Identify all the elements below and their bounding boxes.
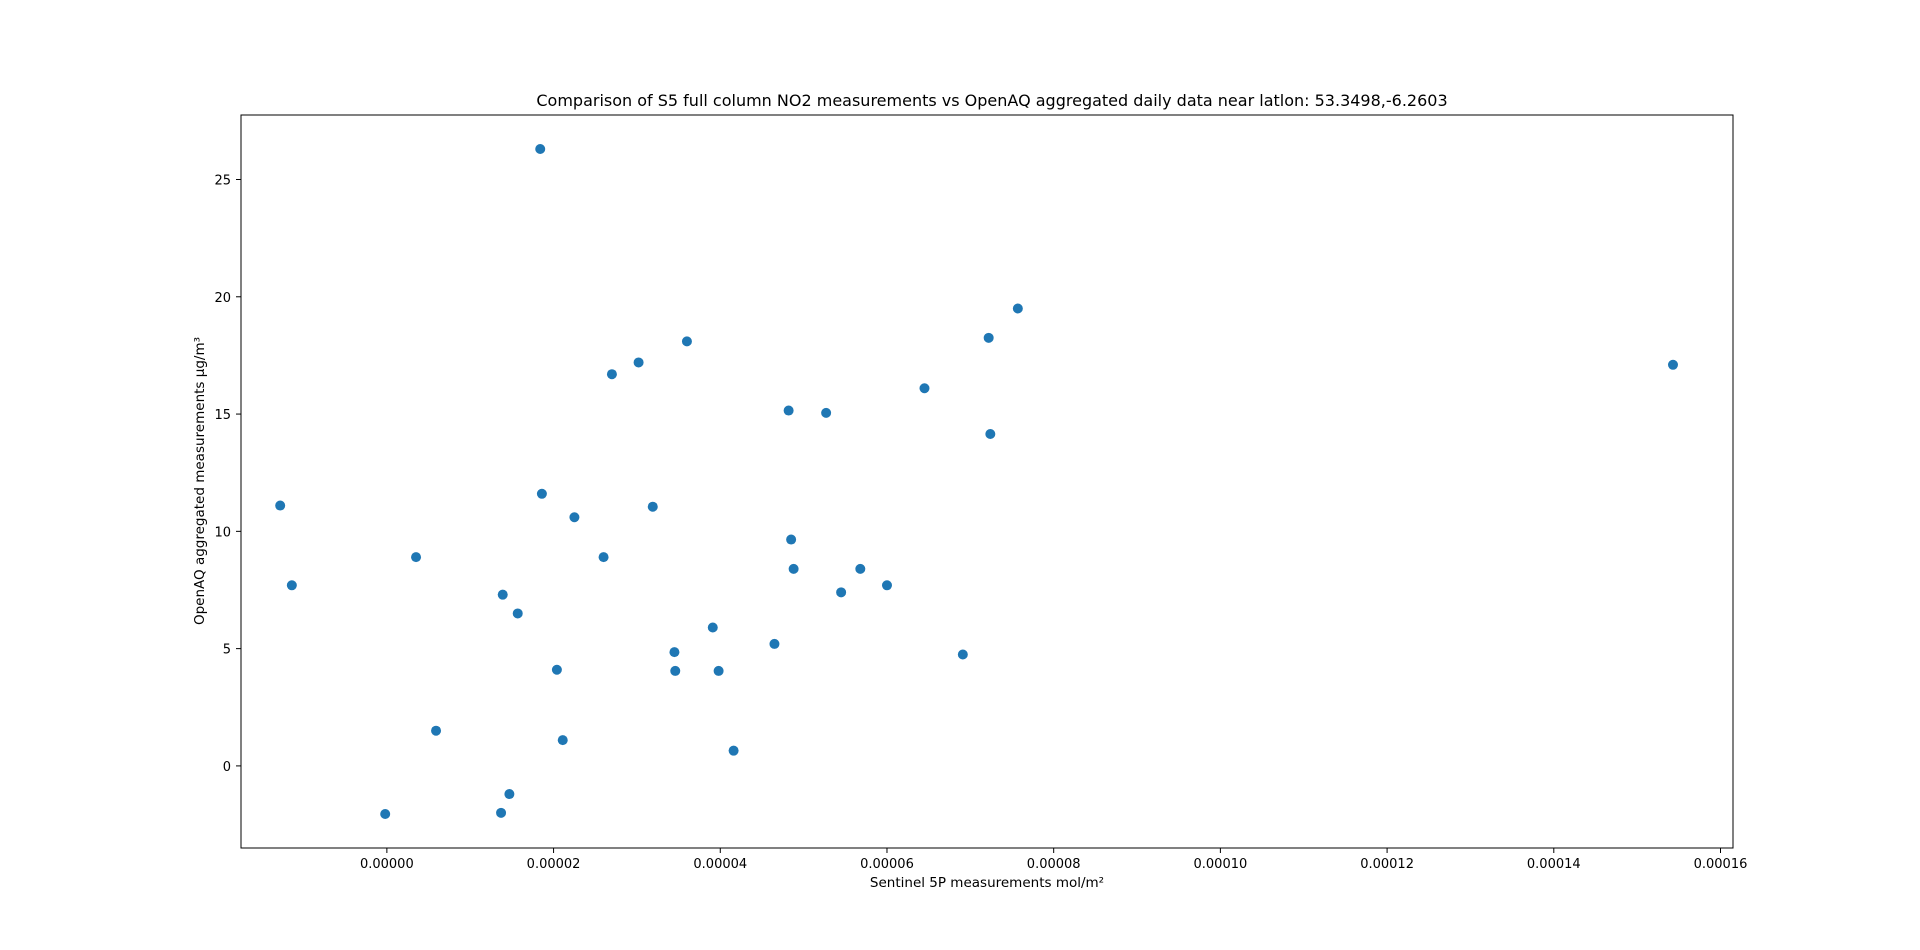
data-point-14 (598, 552, 609, 563)
data-point-23 (728, 745, 739, 756)
x-tick-label: 0.00000 (360, 857, 414, 872)
data-point-5 (496, 807, 507, 818)
data-point-33 (957, 649, 968, 660)
data-point-15 (606, 369, 617, 380)
data-point-19 (670, 665, 681, 676)
x-axis-label: Sentinel 5P measurements mol/m² (870, 875, 1104, 891)
data-point-27 (788, 563, 799, 574)
x-tick-label: 0.00016 (1694, 857, 1748, 872)
data-point-18 (669, 647, 680, 658)
data-point-32 (919, 383, 930, 394)
x-tick-label: 0.00010 (1194, 857, 1248, 872)
chart-title: Comparison of S5 full column NO2 measure… (536, 91, 1447, 110)
data-point-9 (535, 144, 546, 155)
data-point-8 (512, 608, 523, 619)
data-point-12 (557, 735, 568, 746)
y-axis-label: OpenAQ aggregated measurements µg/m³ (192, 337, 208, 625)
data-point-37 (1667, 359, 1678, 370)
y-tick-label: 25 (214, 174, 231, 189)
data-point-10 (536, 488, 547, 499)
data-point-1 (286, 580, 297, 591)
x-tick-label: 0.00014 (1527, 857, 1581, 872)
y-tick-label: 15 (214, 408, 231, 423)
data-point-30 (855, 563, 866, 574)
data-point-36 (1012, 303, 1023, 314)
data-point-3 (411, 552, 422, 563)
data-point-20 (681, 336, 692, 347)
data-point-31 (881, 580, 892, 591)
plot-area-frame (240, 114, 1734, 849)
data-point-21 (707, 622, 718, 633)
data-point-2 (380, 808, 391, 819)
data-point-6 (497, 589, 508, 600)
data-point-4 (431, 725, 442, 736)
data-point-35 (985, 429, 996, 439)
data-point-11 (551, 664, 562, 675)
x-tick-label: 0.00012 (1360, 857, 1414, 872)
data-point-13 (569, 512, 580, 523)
x-tick-label: 0.00002 (527, 857, 581, 872)
data-point-16 (633, 357, 644, 368)
x-tick-label: 0.00004 (693, 857, 747, 872)
data-point-22 (713, 665, 724, 676)
data-point-7 (504, 789, 515, 800)
data-point-34 (983, 332, 994, 343)
data-point-26 (786, 534, 797, 545)
y-axis: 0 5 10 15 20 25 (214, 174, 241, 775)
data-point-28 (821, 407, 832, 418)
x-tick-label: 0.00008 (1027, 857, 1081, 872)
x-axis: 0.00000 0.00002 0.00004 0.00006 0.00008 0.000… (360, 848, 1747, 872)
data-point-24 (769, 638, 780, 649)
data-point-0 (275, 500, 286, 511)
y-tick-label: 10 (214, 525, 231, 540)
y-tick-label: 5 (223, 643, 231, 658)
data-point-29 (836, 587, 847, 598)
y-tick-label: 0 (223, 760, 231, 775)
points-layer (275, 144, 1678, 819)
y-tick-label: 20 (214, 291, 231, 306)
data-point-25 (783, 405, 794, 416)
data-point-17 (647, 501, 658, 512)
x-tick-label: 0.00006 (860, 857, 914, 872)
